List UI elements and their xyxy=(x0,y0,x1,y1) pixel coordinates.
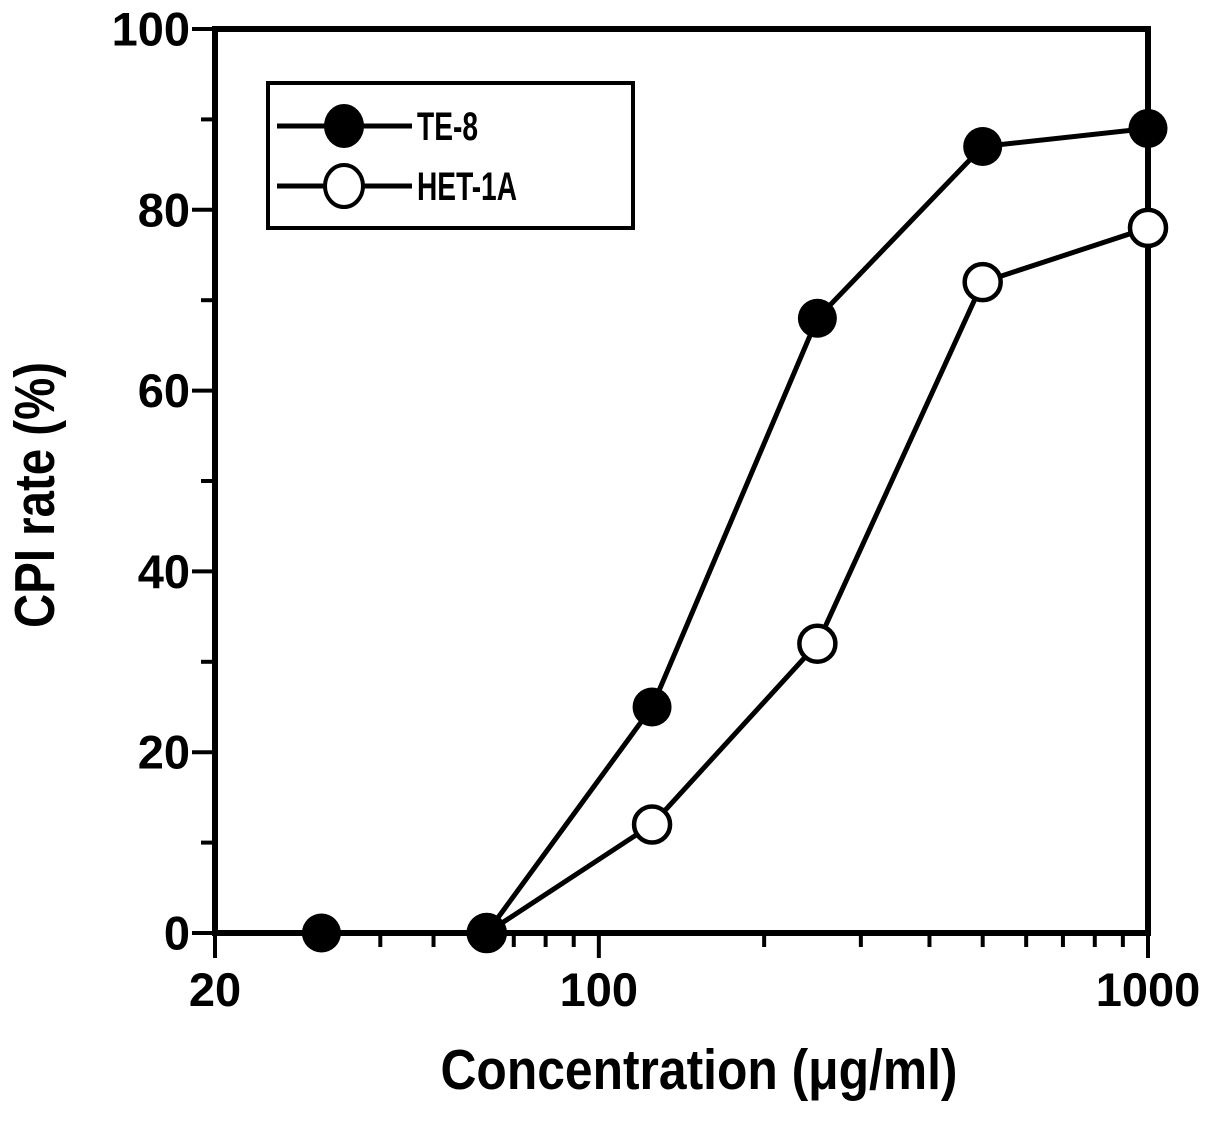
open-circle-marker-icon xyxy=(323,163,365,209)
te8-marker-x500 xyxy=(963,127,1003,167)
data-series xyxy=(301,108,1169,954)
te8-marker-x250 xyxy=(797,298,837,338)
y-axis-title: CPI rate (%) xyxy=(3,362,67,628)
x-tick-label-100: 100 xyxy=(560,963,638,1016)
legend-entry-het1a: HET-1A xyxy=(277,163,517,209)
te8-marker-x1000 xyxy=(1128,108,1168,148)
legend: TE-8 HET-1A xyxy=(266,81,635,230)
legend-entry-te8: TE-8 xyxy=(277,104,478,149)
x-axis-title: Concentration (μg/ml) xyxy=(441,1038,958,1102)
filled-circle-marker-icon xyxy=(324,104,364,148)
y-tick-label-0: 0 xyxy=(164,907,190,960)
te8-marker-x62.5 xyxy=(467,913,507,953)
legend-label-te8: TE-8 xyxy=(417,105,478,149)
te8-marker-x125 xyxy=(632,687,672,727)
het1a-marker-x250 xyxy=(797,623,838,664)
het1a-marker-x125 xyxy=(631,804,673,845)
legend-box xyxy=(266,81,635,230)
legend-label-het1a: HET-1A xyxy=(417,165,517,209)
y-tick-label-60: 60 xyxy=(138,364,190,417)
y-tick-label-100: 100 xyxy=(112,3,190,56)
y-tick-label-40: 40 xyxy=(138,545,190,598)
het1a-marker-x500 xyxy=(962,261,1003,303)
y-tick-label-20: 20 xyxy=(138,726,190,779)
x-tick-label-20: 20 xyxy=(189,963,241,1016)
series-line-te8 xyxy=(321,125,1149,936)
plot-border xyxy=(212,26,1151,936)
te8-marker-x31.25 xyxy=(301,913,341,953)
het1a-marker-x1000 xyxy=(1127,207,1169,249)
x-tick-label-1000: 1000 xyxy=(1096,963,1201,1016)
y-tick-label-80: 80 xyxy=(138,183,190,236)
